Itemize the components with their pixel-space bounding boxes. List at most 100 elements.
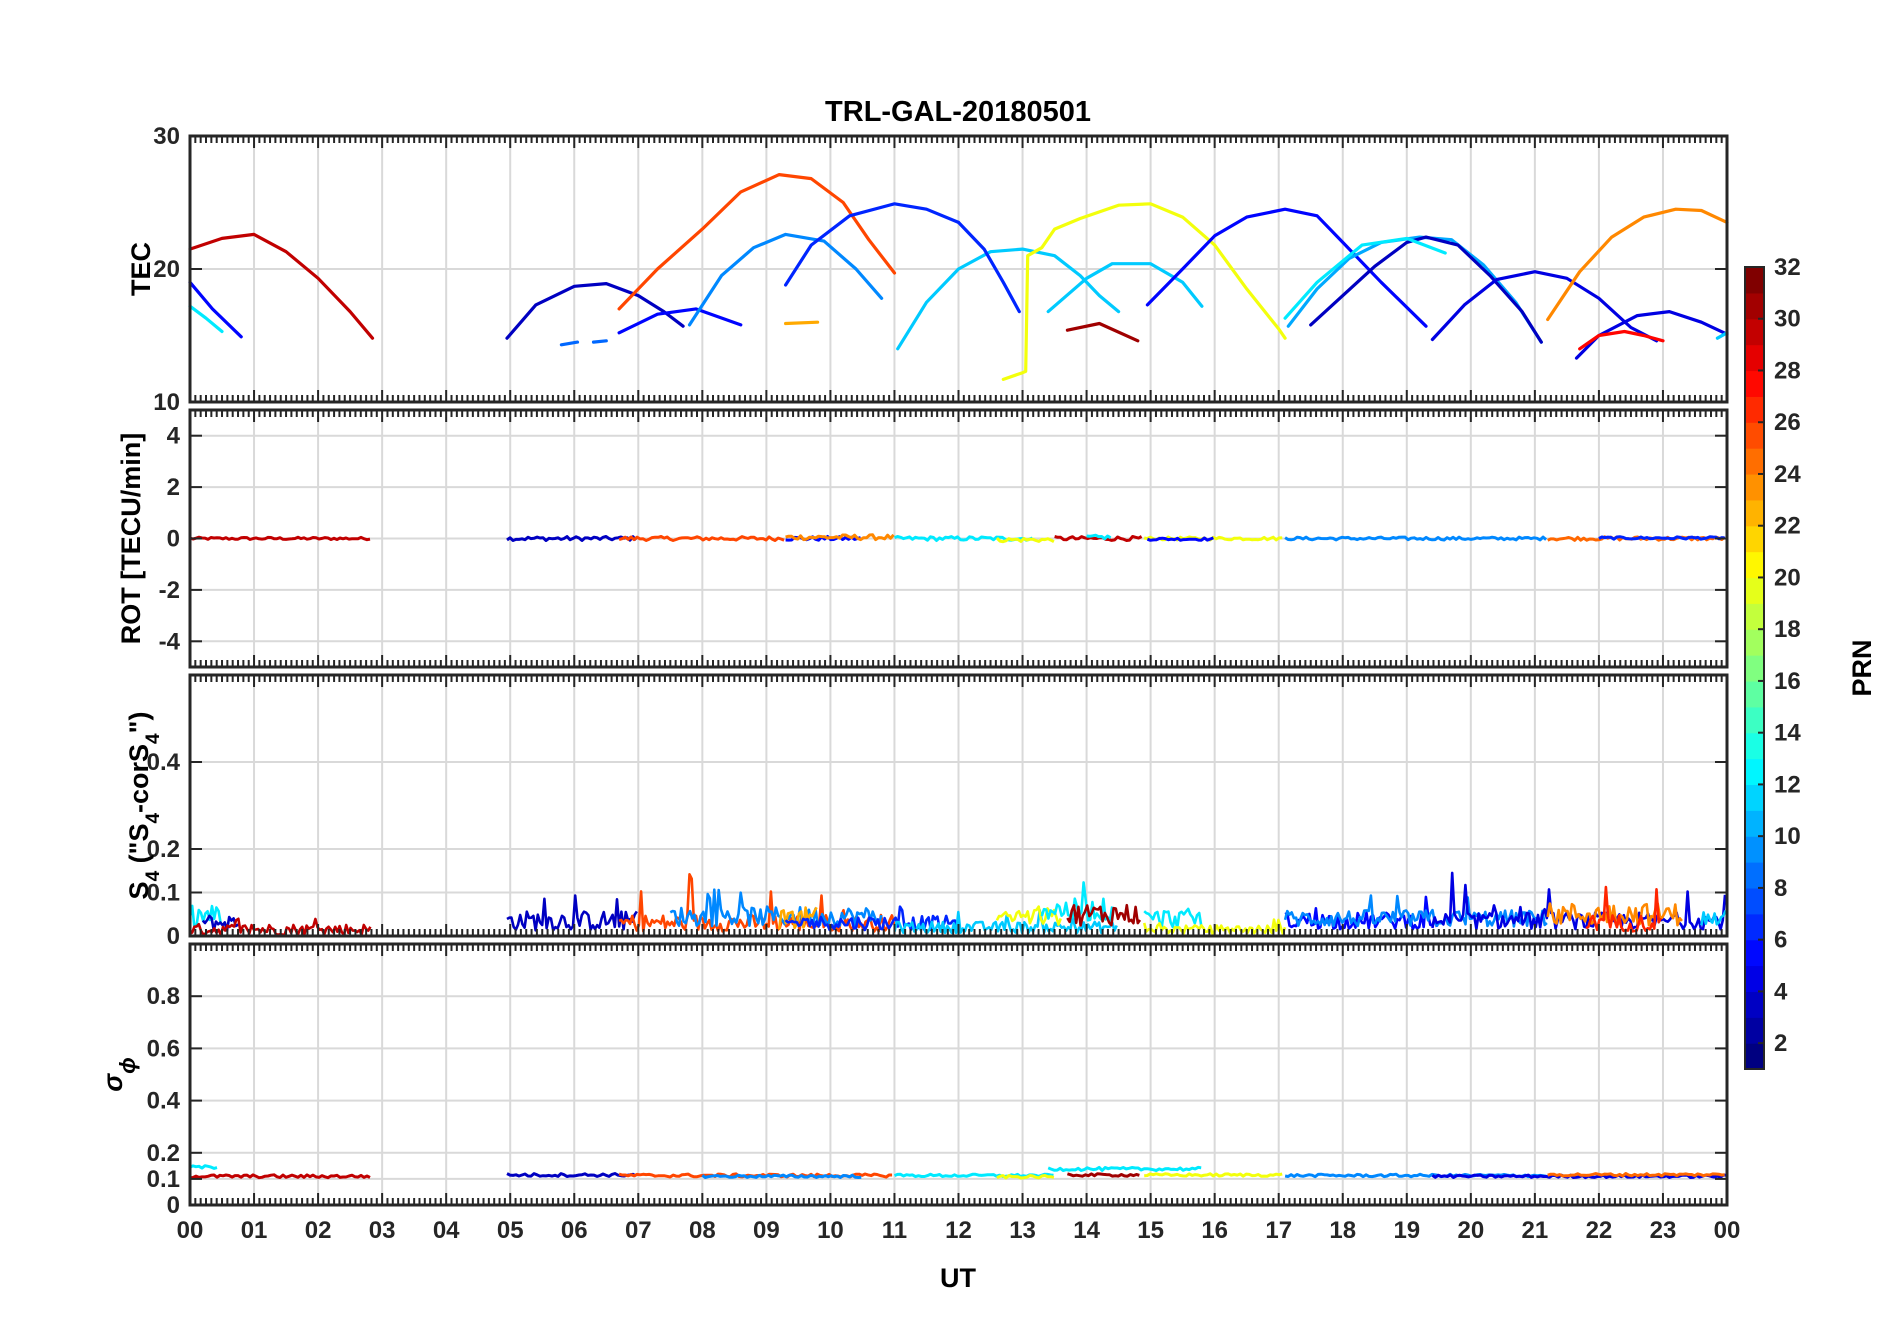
- x-tick-label: 17: [1265, 1217, 1292, 1244]
- series-line-prn-30: [189, 1173, 371, 1180]
- y-tick-label: 0.4: [147, 749, 181, 776]
- series-line-prn-6: [956, 220, 1021, 314]
- y-axis-title-part: "): [124, 712, 154, 734]
- colorbar-tick-label: 18: [1774, 616, 1801, 643]
- y-axis-title-part: -corS: [124, 744, 154, 813]
- colorbar-frame: [1744, 266, 1765, 1070]
- x-tick-label: 08: [689, 1217, 716, 1244]
- x-tick-label: 19: [1393, 1217, 1420, 1244]
- colorbar-segment: [1745, 732, 1764, 760]
- y-axis-title: ROT [TECU/min]: [116, 433, 146, 644]
- panel-sigma_phi: 00.10.2 0.4 0.6 0.8 σϕ 00 01 02 03 04 05 06 07 08 09 10…: [98, 942, 1741, 1244]
- colorbar-tick-label: 24: [1774, 461, 1801, 488]
- series-line-prn-12: [1086, 533, 1112, 541]
- y-tick-label: 0.6: [147, 1035, 180, 1062]
- series-line-prn-6: [1598, 535, 1726, 541]
- colorbar-tick-label: 28: [1774, 357, 1801, 384]
- colorbar-segment: [1745, 887, 1764, 915]
- series-line-prn-5: [617, 307, 743, 335]
- y-tick-label: 0.4: [147, 1088, 181, 1115]
- x-tick-label: 09: [753, 1217, 780, 1244]
- y-axis-title: S4 ("S4-corS4"): [124, 712, 164, 900]
- y-axis-title: TEC: [126, 242, 156, 296]
- colorbar-tick-label: 26: [1774, 409, 1801, 436]
- x-ticks: [189, 675, 1728, 936]
- series-line-prn-11: [1700, 909, 1727, 926]
- y-axis-title-subscript: ϕ: [115, 1057, 140, 1074]
- y-tick-label: -2: [159, 577, 180, 604]
- series-line-prn-20: [1144, 1172, 1283, 1178]
- series-line-prn-24: [1546, 207, 1729, 322]
- x-tick-label: 21: [1522, 1217, 1549, 1244]
- colorbar-segment: [1745, 267, 1764, 294]
- series-line-prn-6: [784, 905, 959, 932]
- y-axis-title-part: σ: [98, 1073, 128, 1092]
- colorbar-segment: [1745, 862, 1764, 889]
- series-line-prn-9: [701, 1173, 862, 1179]
- x-ticks: [189, 944, 1728, 1205]
- colorbar-segment: [1745, 344, 1764, 372]
- colorbar-segment: [1745, 292, 1764, 320]
- y-ticks: 00.10.2 0.4 0.6 0.8: [147, 983, 1727, 1219]
- colorbar-segment: [1745, 784, 1764, 811]
- series-line-prn-26: [618, 535, 785, 542]
- x-tick-label: 05: [497, 1217, 524, 1244]
- series-line-prn-26: [617, 173, 897, 311]
- colorbar-segment: [1745, 913, 1764, 941]
- colorbar-segment: [1745, 629, 1764, 656]
- y-tick-label: 0.2: [147, 836, 180, 863]
- series-line-prn-28: [1578, 329, 1665, 351]
- series-line-prn-12: [188, 304, 224, 334]
- grid: [190, 944, 1727, 1205]
- series-line-prn-8: [591, 339, 608, 344]
- y-axis-title-subscript: 4: [143, 813, 164, 824]
- x-tick-label: 22: [1586, 1217, 1613, 1244]
- colorbar-segment: [1745, 396, 1764, 423]
- series-line-prn-10: [1286, 235, 1543, 344]
- colorbar-segment: [1745, 706, 1764, 734]
- y-axis-title-part: ("S: [124, 824, 154, 871]
- series-group: [189, 1164, 1727, 1180]
- x-tick-label: 02: [305, 1217, 332, 1244]
- series-line-prn-30: [188, 232, 375, 340]
- series-line-prn-31: [1066, 903, 1142, 927]
- series-line-prn-8: [559, 340, 580, 347]
- series-line-prn-9: [1284, 535, 1548, 542]
- x-tick-label: 00: [1714, 1217, 1741, 1244]
- series-line-prn-11: [1046, 262, 1204, 314]
- series-line-prn-20: [1001, 202, 1287, 381]
- y-tick-label: 0: [167, 1192, 180, 1219]
- colorbar-segment: [1745, 810, 1764, 837]
- colorbar-segment: [1745, 473, 1764, 501]
- y-tick-label: 0: [167, 526, 180, 553]
- colorbar-segment: [1745, 603, 1764, 630]
- series-line-prn-9: [1284, 1172, 1547, 1179]
- colorbar-segment: [1745, 758, 1764, 786]
- colorbar-segment: [1745, 448, 1764, 475]
- colorbar-tick-label: 30: [1774, 306, 1801, 333]
- colorbar-segment: [1745, 836, 1764, 863]
- series-group: [189, 533, 1726, 544]
- x-tick-label: 13: [1009, 1217, 1036, 1244]
- series-line-prn-3: [506, 535, 638, 542]
- series-line-prn-27: [1585, 885, 1663, 933]
- series-line-prn-11: [1715, 331, 1729, 340]
- y-axis-title-subscript: 4: [143, 733, 164, 744]
- series-line-prn-5: [1146, 536, 1214, 542]
- x-tick-label: 23: [1650, 1217, 1677, 1244]
- series-line-prn-24: [785, 533, 895, 542]
- series-line-prn-31: [1066, 1172, 1140, 1178]
- x-tick-label: 04: [433, 1217, 460, 1244]
- colorbar-tick-label: 2: [1774, 1030, 1787, 1057]
- x-ticks: [189, 136, 1728, 402]
- colorbar-tick-label: 14: [1774, 720, 1801, 747]
- series-line-prn-6: [784, 202, 961, 287]
- x-tick-label: 06: [561, 1217, 588, 1244]
- series-line-prn-12: [1040, 881, 1114, 922]
- y-axis-title-part: S: [124, 881, 154, 899]
- colorbar-segment: [1745, 655, 1764, 682]
- colorbar-tick-label: 32: [1774, 254, 1801, 281]
- series-line-prn-20: [995, 537, 1055, 544]
